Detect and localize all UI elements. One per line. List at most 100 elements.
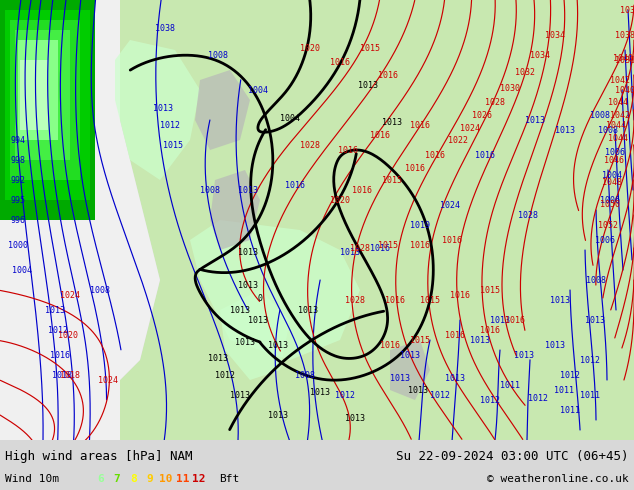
Text: 1042: 1042 <box>610 111 630 120</box>
Text: 1016: 1016 <box>475 150 495 160</box>
Text: 1011: 1011 <box>580 391 600 399</box>
Text: 1016: 1016 <box>338 146 358 154</box>
Text: © weatheronline.co.uk: © weatheronline.co.uk <box>487 474 629 484</box>
FancyBboxPatch shape <box>15 30 70 160</box>
Text: 1052: 1052 <box>598 220 618 229</box>
Text: 1024: 1024 <box>460 123 480 132</box>
Text: 1008: 1008 <box>598 125 618 135</box>
Text: 1013: 1013 <box>400 350 420 360</box>
Text: Bft: Bft <box>219 474 239 484</box>
Text: 1016: 1016 <box>405 164 425 172</box>
Text: 1012: 1012 <box>480 395 500 405</box>
Text: 1013: 1013 <box>298 305 318 315</box>
Text: 1013: 1013 <box>514 350 534 360</box>
Text: 1038: 1038 <box>620 5 634 15</box>
Text: 1016: 1016 <box>285 180 305 190</box>
Text: 1013: 1013 <box>358 80 378 90</box>
Text: 1008: 1008 <box>295 370 315 380</box>
FancyBboxPatch shape <box>5 10 90 200</box>
Text: 1013: 1013 <box>490 316 510 324</box>
Text: 10: 10 <box>159 474 173 484</box>
Text: 1011: 1011 <box>500 381 520 390</box>
Text: 1042: 1042 <box>610 75 630 84</box>
Text: 1016: 1016 <box>410 121 430 129</box>
Text: 1013: 1013 <box>310 388 330 396</box>
Text: 1013: 1013 <box>555 125 575 135</box>
Text: 996: 996 <box>11 216 25 224</box>
Text: 1012: 1012 <box>48 325 68 335</box>
Text: 1006: 1006 <box>605 147 625 156</box>
Text: 1015: 1015 <box>410 336 430 344</box>
Text: 1016: 1016 <box>370 244 390 252</box>
Text: 1013: 1013 <box>238 186 258 195</box>
Polygon shape <box>210 170 260 250</box>
Text: 1020: 1020 <box>330 196 350 204</box>
Text: 1013: 1013 <box>230 391 250 399</box>
Text: 1028: 1028 <box>345 295 365 304</box>
Text: 1016: 1016 <box>378 71 398 79</box>
Text: High wind areas [hPa] NAM: High wind areas [hPa] NAM <box>5 450 193 463</box>
Text: 1050: 1050 <box>600 199 620 209</box>
Text: 1024: 1024 <box>440 200 460 210</box>
Text: 0: 0 <box>257 294 262 302</box>
Text: 1040: 1040 <box>615 85 634 95</box>
Text: 1034: 1034 <box>530 50 550 59</box>
Text: 1011: 1011 <box>554 386 574 394</box>
Text: 1013: 1013 <box>268 411 288 419</box>
Text: 1038: 1038 <box>155 24 175 32</box>
Polygon shape <box>190 220 360 360</box>
Text: 1016: 1016 <box>505 316 525 324</box>
Polygon shape <box>120 0 634 440</box>
Text: 1048: 1048 <box>602 177 622 187</box>
Text: 1044: 1044 <box>608 98 628 106</box>
Text: 1013: 1013 <box>525 116 545 124</box>
Text: 1016: 1016 <box>442 236 462 245</box>
Text: 1030: 1030 <box>500 83 520 93</box>
Text: 1015: 1015 <box>480 286 500 294</box>
Text: 1016: 1016 <box>370 130 390 140</box>
Text: 1006: 1006 <box>600 196 620 204</box>
Text: 1019: 1019 <box>410 220 430 229</box>
Text: 1044: 1044 <box>606 121 626 129</box>
Text: 1012: 1012 <box>528 393 548 402</box>
Text: 1016: 1016 <box>385 295 405 304</box>
Text: 1013: 1013 <box>382 118 402 126</box>
Polygon shape <box>220 290 290 380</box>
Text: 1016: 1016 <box>352 186 372 195</box>
Text: 1013: 1013 <box>550 295 570 304</box>
Text: 1004: 1004 <box>602 171 622 179</box>
Text: 1016: 1016 <box>425 150 445 160</box>
Text: 1013: 1013 <box>45 305 65 315</box>
Text: 1013: 1013 <box>345 414 365 422</box>
Text: 1032: 1032 <box>515 68 535 76</box>
Text: 994: 994 <box>11 136 25 145</box>
FancyBboxPatch shape <box>0 0 95 220</box>
Text: 1013: 1013 <box>470 336 490 344</box>
Text: 8: 8 <box>130 474 136 484</box>
Text: 1040: 1040 <box>613 53 633 63</box>
Text: 1028: 1028 <box>350 244 370 252</box>
Text: 1013: 1013 <box>585 316 605 324</box>
Text: 1012: 1012 <box>580 356 600 365</box>
Text: 1016: 1016 <box>380 341 400 349</box>
Polygon shape <box>195 70 250 150</box>
Text: 1028: 1028 <box>485 98 505 106</box>
FancyBboxPatch shape <box>10 20 80 180</box>
Text: 1004: 1004 <box>12 266 32 274</box>
Text: 1020: 1020 <box>300 44 320 52</box>
Text: 1038: 1038 <box>615 55 634 65</box>
Text: 1013: 1013 <box>545 341 565 349</box>
Text: 1013: 1013 <box>390 373 410 383</box>
Text: 1028: 1028 <box>518 211 538 220</box>
Text: 1026: 1026 <box>472 111 492 120</box>
Text: 1018: 1018 <box>60 370 80 380</box>
Text: 1016: 1016 <box>445 331 465 340</box>
Text: 1022: 1022 <box>448 136 468 145</box>
Text: 1012: 1012 <box>335 391 355 399</box>
Text: 1016: 1016 <box>410 241 430 249</box>
Text: 1013: 1013 <box>208 353 228 363</box>
Text: 1012: 1012 <box>430 391 450 399</box>
Text: 1015: 1015 <box>360 44 380 52</box>
FancyBboxPatch shape <box>18 40 58 140</box>
Text: 1013: 1013 <box>340 247 360 256</box>
